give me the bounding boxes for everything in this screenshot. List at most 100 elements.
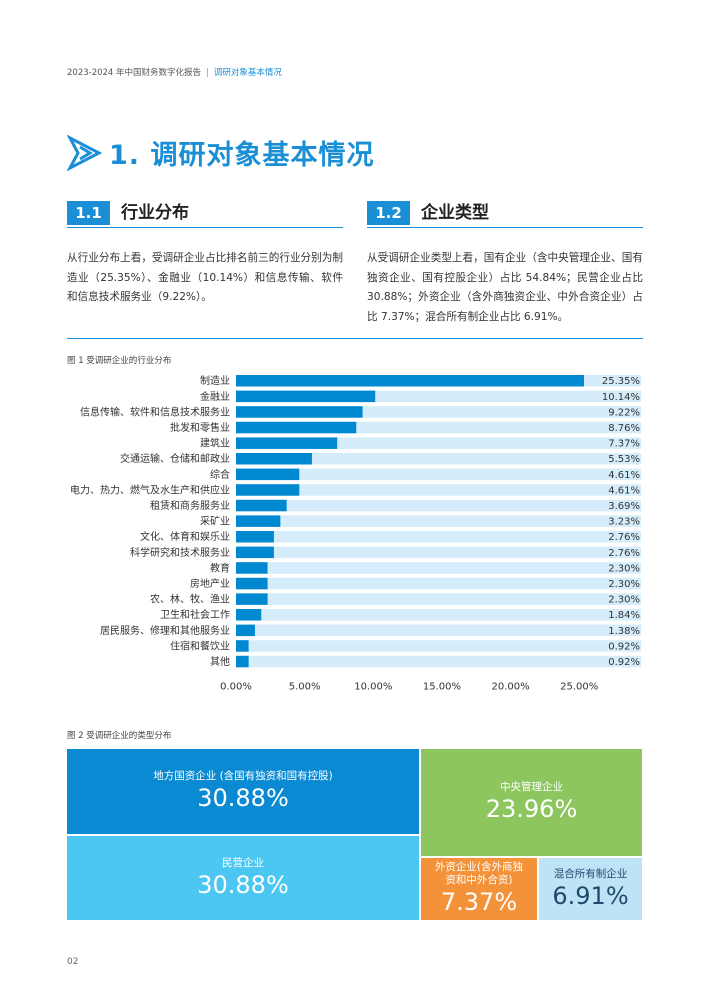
bar-15	[236, 609, 262, 621]
bar-1	[236, 390, 376, 403]
industry-bar-chart: 制造业 25.35% 金融业 10.14% 信息传输、软件和信息技术服务业 9.22% 批发…	[70, 374, 641, 692]
x-tick-label: 10.00%	[354, 681, 392, 692]
bar-2	[236, 406, 363, 418]
bar-track	[236, 421, 641, 434]
bar-17	[236, 640, 249, 652]
figure-1-caption: 图 1 受调研企业的行业分布	[67, 356, 172, 366]
category-label: 综合	[210, 468, 230, 481]
x-tick-label: 15.00%	[423, 681, 461, 692]
category-label: 租赁和商务服务业	[150, 499, 230, 512]
value-label: 2.76%	[608, 532, 640, 543]
header-separator: |	[206, 68, 209, 78]
category-label: 制造业	[200, 374, 230, 387]
bar-10	[236, 531, 274, 543]
value-label: 7.37%	[608, 439, 640, 450]
running-header: 2023-2024 年中国财务数字化报告 | 调研对象基本情况	[67, 66, 282, 78]
value-label: 1.84%	[608, 610, 640, 621]
x-tick-label: 25.00%	[560, 681, 598, 692]
bar-track	[236, 453, 641, 465]
treemap-value: 6.91%	[552, 881, 629, 910]
bar-track	[236, 577, 641, 590]
category-label: 住宿和餐饮业	[170, 639, 230, 652]
bar-4	[236, 437, 338, 449]
treemap-value: 30.88%	[197, 870, 289, 899]
x-tick-label: 0.00%	[220, 681, 252, 692]
bar-track	[236, 515, 641, 527]
bar-track	[236, 655, 641, 668]
category-label: 交通运输、仓储和邮政业	[120, 452, 230, 465]
value-label: 1.38%	[608, 626, 640, 637]
section-divider	[67, 338, 643, 339]
x-tick-label: 5.00%	[289, 681, 321, 692]
section-title: 行业分布	[121, 203, 189, 223]
category-label: 文化、体育和娱乐业	[140, 530, 230, 543]
section-title: 企业类型	[421, 203, 489, 223]
bar-11	[236, 546, 274, 559]
value-label: 9.22%	[608, 407, 640, 418]
bar-0	[236, 375, 585, 387]
treemap-label: 外资企业(含外商独资和中外合资)	[434, 861, 524, 886]
bar-9	[236, 515, 281, 527]
treemap-foreign: 外资企业(含外商独资和中外合资) 7.37%	[421, 858, 537, 920]
bar-12	[236, 562, 268, 574]
category-label: 卫生和社会工作	[160, 608, 230, 621]
value-label: 5.53%	[608, 454, 640, 465]
section-rule	[367, 227, 643, 228]
header-section: 调研对象基本情况	[213, 68, 282, 78]
bar-track	[236, 406, 641, 418]
bar-track	[236, 468, 641, 481]
bar-track	[236, 640, 641, 652]
section-rule	[67, 227, 343, 228]
section-1-2-text: 从受调研企业类型上看，国有企业（含中央管理企业、国有独资企业、国有控股企业）占比…	[367, 252, 643, 323]
category-label: 金融业	[200, 390, 230, 403]
bar-track	[236, 484, 641, 496]
bar-7	[236, 484, 300, 496]
bar-track	[236, 593, 641, 605]
x-tick-label: 20.00%	[492, 681, 530, 692]
category-label: 批发和零售业	[170, 421, 230, 434]
category-label: 农、林、牧、渔业	[150, 593, 230, 606]
value-label: 3.69%	[608, 501, 640, 512]
page-title: 1. 调研对象基本情况	[109, 140, 375, 171]
treemap-label: 地方国资企业 (含国有独资和国有控股)	[153, 770, 333, 782]
treemap-label: 中央管理企业	[500, 781, 563, 793]
report-name: 2023-2024 年中国财务数字化报告	[67, 68, 202, 78]
value-label: 8.76%	[608, 423, 640, 434]
value-label: 3.23%	[608, 517, 640, 528]
value-label: 2.30%	[608, 563, 640, 574]
category-label: 科学研究和技术服务业	[130, 546, 230, 559]
treemap-label: 混合所有制企业	[553, 867, 628, 880]
figure-2-caption: 图 2 受调研企业的类型分布	[67, 731, 172, 741]
bar-8	[236, 499, 287, 512]
value-label: 0.92%	[608, 657, 640, 668]
section-1-2-heading: 1.2 企业类型	[367, 201, 643, 228]
value-label: 4.61%	[608, 485, 640, 496]
bar-track	[236, 609, 641, 621]
category-label: 其他	[210, 655, 230, 668]
category-label: 电力、热力、燃气及水生产和供应业	[70, 483, 230, 496]
bar-track	[236, 499, 641, 512]
bar-14	[236, 593, 268, 605]
bar-5	[236, 453, 312, 465]
value-label: 10.14%	[602, 392, 640, 403]
bar-6	[236, 468, 300, 481]
page-number: 02	[67, 957, 79, 967]
category-label: 建筑业	[200, 437, 230, 450]
treemap-value: 30.88%	[197, 784, 289, 812]
value-label: 2.30%	[608, 595, 640, 606]
category-label: 教育	[210, 561, 230, 574]
bar-track	[236, 390, 641, 403]
bar-track	[236, 624, 641, 637]
treemap-label: 民营企业	[222, 856, 264, 869]
bar-track	[236, 546, 641, 559]
value-label: 0.92%	[608, 641, 640, 652]
bar-track	[236, 531, 641, 543]
bar-16	[236, 624, 255, 637]
category-label: 信息传输、软件和信息技术服务业	[80, 405, 230, 418]
play-arrow-icon	[67, 134, 103, 171]
treemap-mixed: 混合所有制企业 6.91%	[539, 858, 642, 920]
value-label: 25.35%	[602, 376, 640, 387]
treemap-local-state: 地方国资企业 (含国有独资和国有控股) 30.88%	[67, 749, 419, 834]
bar-13	[236, 577, 268, 590]
category-label: 采矿业	[200, 515, 230, 528]
